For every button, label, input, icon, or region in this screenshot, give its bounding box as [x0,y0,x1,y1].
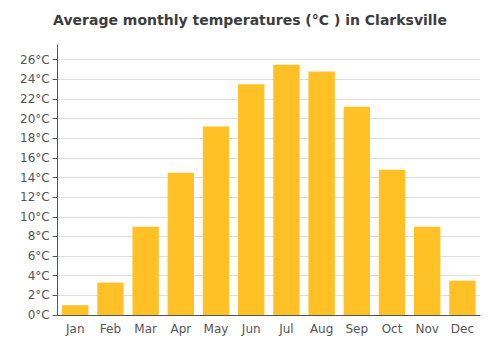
svg-text:6°C: 6°C [28,249,50,263]
svg-text:14°C: 14°C [20,171,50,185]
svg-text:Dec: Dec [451,322,474,336]
svg-text:Average monthly temperatures (: Average monthly temperatures (°C ) in Cl… [53,12,447,28]
svg-text:16°C: 16°C [20,151,50,165]
svg-text:Jul: Jul [278,322,293,336]
svg-text:12°C: 12°C [20,190,50,204]
svg-text:Aug: Aug [310,322,333,336]
svg-text:May: May [204,322,229,336]
svg-text:20°C: 20°C [20,112,50,126]
svg-text:2°C: 2°C [28,288,50,302]
svg-text:22°C: 22°C [20,92,50,106]
svg-text:4°C: 4°C [28,269,50,283]
svg-text:24°C: 24°C [20,72,50,86]
svg-text:Sep: Sep [346,322,369,336]
svg-text:Mar: Mar [134,322,157,336]
svg-text:Apr: Apr [170,322,191,336]
svg-text:Jan: Jan [65,322,85,336]
svg-text:0°C: 0°C [28,308,50,322]
svg-text:18°C: 18°C [20,131,50,145]
svg-text:26°C: 26°C [20,53,50,67]
svg-text:8°C: 8°C [28,229,50,243]
svg-text:Oct: Oct [382,322,403,336]
svg-text:10°C: 10°C [20,210,50,224]
svg-text:Feb: Feb [100,322,121,336]
svg-text:Jun: Jun [241,322,261,336]
svg-text:Nov: Nov [415,322,438,336]
